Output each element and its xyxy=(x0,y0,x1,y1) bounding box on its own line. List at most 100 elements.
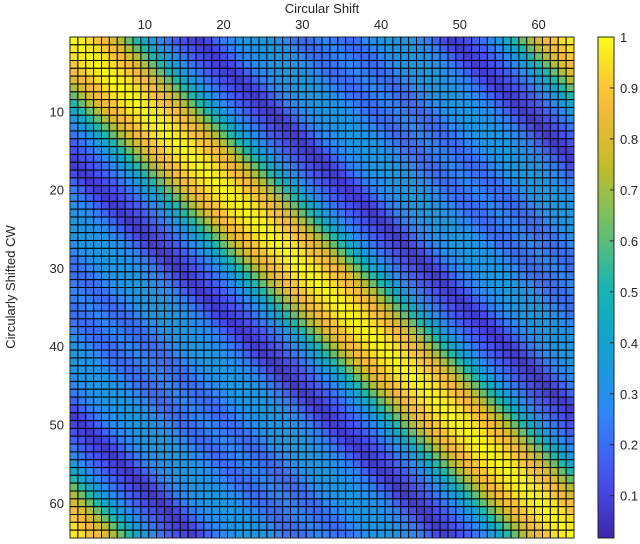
heatmap-cell xyxy=(526,91,536,101)
heatmap-cell xyxy=(565,185,575,195)
heatmap-cell xyxy=(282,67,291,77)
heatmap-cell xyxy=(164,373,173,382)
heatmap-cell xyxy=(494,67,504,77)
heatmap-cell xyxy=(400,529,410,539)
heatmap-cell xyxy=(384,404,394,414)
heatmap-cell xyxy=(258,193,268,202)
heatmap-cell xyxy=(108,106,118,116)
heatmap-cell xyxy=(376,506,386,516)
heatmap-cell xyxy=(423,435,433,445)
heatmap-cell xyxy=(337,185,347,195)
heatmap-cell xyxy=(313,240,323,249)
heatmap-cell xyxy=(392,247,402,257)
heatmap-cell xyxy=(416,36,425,46)
heatmap-cell xyxy=(416,435,425,445)
heatmap-cell xyxy=(266,396,276,406)
heatmap-cell xyxy=(360,459,370,469)
heatmap-cell xyxy=(148,130,158,140)
heatmap-cell xyxy=(502,443,512,453)
heatmap-cell xyxy=(179,193,189,202)
heatmap-cell xyxy=(368,326,378,335)
heatmap-cell xyxy=(124,514,134,523)
heatmap-cell xyxy=(266,99,276,108)
heatmap-cell xyxy=(416,318,425,328)
heatmap-cell xyxy=(234,279,244,288)
heatmap-cell xyxy=(179,216,189,226)
heatmap-cell xyxy=(140,529,150,539)
heatmap-cell xyxy=(360,357,370,367)
heatmap-cell xyxy=(140,185,150,195)
heatmap-cell xyxy=(266,208,276,218)
heatmap-cell xyxy=(164,255,173,265)
heatmap-cell xyxy=(455,529,465,539)
heatmap-cell xyxy=(219,451,228,461)
heatmap-cell xyxy=(455,388,465,398)
heatmap-cell xyxy=(518,114,528,124)
heatmap-cell xyxy=(549,514,559,523)
heatmap-cell xyxy=(502,459,512,469)
heatmap-cell xyxy=(400,373,410,382)
heatmap-cell xyxy=(305,294,315,304)
heatmap-cell xyxy=(156,451,165,461)
heatmap-cell xyxy=(502,271,512,281)
heatmap-cell xyxy=(290,247,299,257)
heatmap-cell xyxy=(211,341,221,351)
heatmap-cell xyxy=(557,333,567,343)
heatmap-cell xyxy=(502,451,512,461)
heatmap-cell xyxy=(376,224,386,234)
heatmap-cell xyxy=(242,169,252,179)
heatmap-cell xyxy=(305,318,315,328)
heatmap-cell xyxy=(439,294,449,304)
heatmap-cell xyxy=(416,193,425,202)
heatmap-cell xyxy=(455,138,465,148)
heatmap-cell xyxy=(156,514,165,523)
heatmap-cell xyxy=(108,427,118,437)
heatmap-cell xyxy=(518,412,528,422)
heatmap-cell xyxy=(518,263,528,273)
heatmap-cell xyxy=(305,232,315,242)
heatmap-cell xyxy=(258,247,268,257)
heatmap-cell xyxy=(258,59,268,69)
heatmap-cell xyxy=(148,255,158,265)
heatmap-cell xyxy=(423,130,433,140)
heatmap-cell xyxy=(266,271,276,281)
heatmap-cell xyxy=(321,232,331,242)
heatmap-cell xyxy=(549,318,559,328)
heatmap-cell xyxy=(360,373,370,382)
heatmap-cell xyxy=(494,255,504,265)
heatmap-cell xyxy=(266,357,276,367)
heatmap-cell xyxy=(392,459,402,469)
heatmap-cell xyxy=(195,208,205,218)
heatmap-cell xyxy=(101,153,110,163)
heatmap-cell xyxy=(376,200,386,210)
heatmap-cell xyxy=(290,106,299,116)
x-tick-label: 20 xyxy=(216,17,230,32)
heatmap-cell xyxy=(93,153,102,163)
heatmap-cell xyxy=(392,138,402,148)
heatmap-cell xyxy=(526,232,536,242)
heatmap-cell xyxy=(321,106,331,116)
heatmap-cell xyxy=(416,365,425,375)
heatmap-cell xyxy=(305,67,315,77)
heatmap-cell xyxy=(203,420,213,429)
heatmap-cell xyxy=(234,529,244,539)
heatmap-cell xyxy=(486,435,496,445)
heatmap-cell xyxy=(439,216,449,226)
heatmap-cell xyxy=(510,318,520,328)
heatmap-cell xyxy=(290,240,299,249)
heatmap-cell xyxy=(329,404,339,414)
heatmap-cell xyxy=(290,208,299,218)
heatmap-cell xyxy=(384,514,394,523)
heatmap-cell xyxy=(242,216,252,226)
heatmap-cell xyxy=(431,59,441,69)
heatmap-cell xyxy=(313,506,323,516)
heatmap-cell xyxy=(353,443,362,453)
heatmap-cell xyxy=(549,435,559,445)
heatmap-cell xyxy=(227,365,236,375)
heatmap-cell xyxy=(171,130,181,140)
heatmap-cell xyxy=(258,482,268,492)
heatmap-cell xyxy=(219,122,228,132)
heatmap-cell xyxy=(219,333,228,343)
heatmap-cell xyxy=(227,287,236,296)
heatmap-cell xyxy=(337,75,347,85)
